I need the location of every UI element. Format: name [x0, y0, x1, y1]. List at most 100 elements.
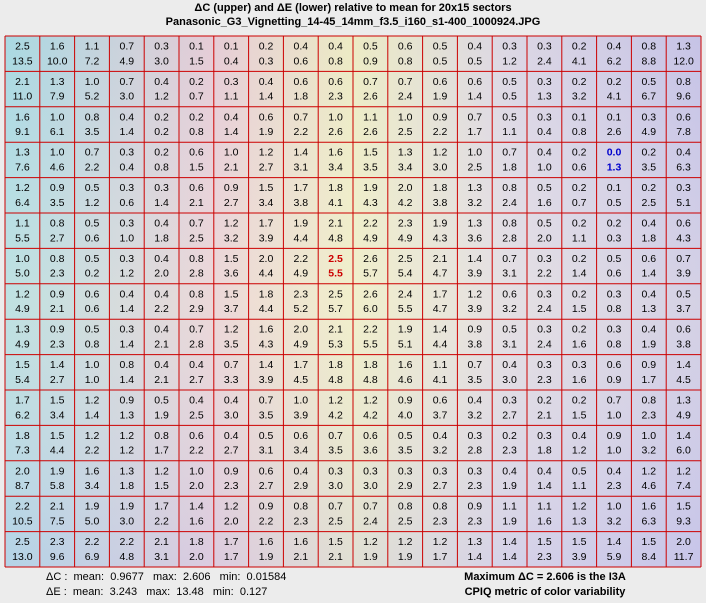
sector-cell: 0.82.4: [502, 182, 517, 209]
delta-e-value: 1.7: [467, 126, 482, 138]
delta-c-value: 1.7: [224, 536, 239, 548]
sector-cell: 1.46.0: [676, 430, 691, 457]
delta-c-value: 0.5: [85, 217, 100, 229]
delta-e-value: 5.5: [363, 339, 378, 351]
delta-c-value: 0.3: [119, 217, 134, 229]
sector-cell: 1.02.5: [398, 111, 413, 138]
delta-e-value: 2.5: [398, 516, 413, 528]
delta-c-value: 0.2: [641, 182, 656, 194]
delta-e-value: 7.5: [50, 516, 65, 528]
sector-cell: 1.76.2: [15, 394, 30, 421]
delta-c-value: 0.7: [119, 40, 134, 52]
delta-e-value: 4.9: [641, 126, 656, 138]
delta-c-value: 0.3: [537, 253, 552, 265]
delta-e-value: 0.6: [85, 303, 100, 315]
delta-e-value: 1.8: [154, 232, 169, 244]
delta-e-value: 4.4: [259, 268, 274, 280]
delta-c-value: 2.2: [363, 324, 378, 336]
delta-c-value: 1.2: [328, 394, 343, 406]
delta-e-value: 1.3: [572, 516, 587, 528]
delta-e-value: 2.2: [85, 162, 100, 174]
delta-c-value: 2.1: [328, 324, 343, 336]
delta-c-value: 2.3: [50, 536, 65, 548]
sector-cell: 2.24.9: [293, 253, 308, 280]
delta-c-value: 2.0: [15, 465, 30, 477]
sector-cell: 1.84.4: [259, 288, 274, 315]
delta-e-value: 0.6: [85, 232, 100, 244]
delta-c-value: 1.2: [433, 147, 448, 159]
sector-cell: 0.63.2: [502, 288, 517, 315]
sector-cell: 1.52.3: [537, 536, 552, 563]
sector-cell: 2.34.9: [398, 217, 413, 244]
delta-e-value: 2.0: [154, 268, 169, 280]
delta-e-value: 2.9: [293, 480, 308, 492]
sector-cell: 1.84.1: [328, 182, 343, 209]
delta-e-value: 1.9: [398, 551, 413, 563]
delta-e-value: 6.2: [15, 409, 30, 421]
delta-c-value: 0.8: [676, 76, 691, 88]
sector-cell: 1.41.6: [189, 501, 204, 528]
delta-e-value: 2.7: [50, 232, 65, 244]
sector-cell: 0.73.5: [259, 394, 274, 421]
delta-e-value: 1.9: [363, 551, 378, 563]
sector-cell: 0.83.5: [85, 111, 100, 138]
delta-e-value: 2.2: [433, 126, 448, 138]
delta-c-value: 1.4: [676, 430, 691, 442]
delta-e-value: 0.4: [224, 55, 239, 67]
sector-cell: 0.42.0: [154, 253, 169, 280]
delta-e-value: 1.5: [572, 409, 587, 421]
delta-c-value: 0.8: [502, 182, 517, 194]
delta-e-value: 4.0: [398, 409, 413, 421]
delta-e-value: 4.3: [433, 232, 448, 244]
delta-e-value: 2.5: [398, 126, 413, 138]
delta-e-value: 2.5: [189, 232, 204, 244]
delta-c-value: 1.5: [676, 501, 691, 513]
sector-cell: 1.26.4: [15, 182, 30, 209]
delta-e-value: 1.9: [154, 409, 169, 421]
sector-cell: 1.43.1: [293, 147, 308, 174]
sector-cell: 1.44.4: [433, 324, 448, 351]
sector-cell: 1.94.3: [433, 217, 448, 244]
sector-cell: 0.51.6: [537, 182, 552, 209]
delta-c-value: 1.4: [502, 536, 517, 548]
delta-e-value: 1.8: [502, 162, 517, 174]
delta-c-value: 1.3: [467, 182, 482, 194]
sector-cell: 0.35.1: [676, 182, 691, 209]
delta-e-value: 11.0: [13, 91, 33, 103]
sector-cell: 0.41.8: [154, 217, 169, 244]
delta-c-value: 0.4: [189, 359, 204, 371]
delta-c-value: 1.5: [50, 394, 65, 406]
delta-c-value: 1.4: [259, 359, 274, 371]
delta-c-value: 0.3: [363, 465, 378, 477]
sector-cell: 0.31.1: [224, 76, 239, 103]
delta-e-value: 2.2: [537, 268, 552, 280]
delta-e-value: 0.8: [328, 55, 343, 67]
sector-cell: 0.21.5: [572, 288, 587, 315]
delta-c-value: 1.2: [15, 182, 30, 194]
delta-e-value: 4.8: [328, 232, 343, 244]
delta-e-value: 3.7: [224, 303, 239, 315]
sector-cell: 0.42.1: [154, 359, 169, 386]
delta-c-value: 1.3: [15, 324, 30, 336]
delta-c-value: 0.3: [537, 40, 552, 52]
delta-e-value: 4.2: [328, 409, 343, 421]
delta-c-value: 0.3: [467, 430, 482, 442]
delta-c-value: 0.7: [467, 111, 482, 123]
delta-e-value: 13.0: [12, 551, 33, 563]
delta-e-value: 3.6: [363, 445, 378, 457]
sector-cell: 1.33.6: [467, 217, 482, 244]
delta-e-value: 1.8: [537, 445, 552, 457]
delta-e-value: 2.1: [537, 409, 552, 421]
delta-e-value: 2.7: [189, 374, 204, 386]
sector-cell: 1.87.3: [15, 430, 30, 457]
delta-c-value: 2.1: [328, 217, 343, 229]
delta-c-value: 0.3: [537, 111, 552, 123]
delta-c-value: 1.3: [676, 394, 691, 406]
delta-e-value: 0.4: [537, 126, 552, 138]
delta-e-value: 0.6: [607, 268, 622, 280]
sector-cell: 0.33.0: [363, 465, 378, 492]
sector-cell: 0.21.6: [572, 324, 587, 351]
delta-e-value: 2.9: [189, 303, 204, 315]
delta-c-value: 0.4: [328, 40, 343, 52]
